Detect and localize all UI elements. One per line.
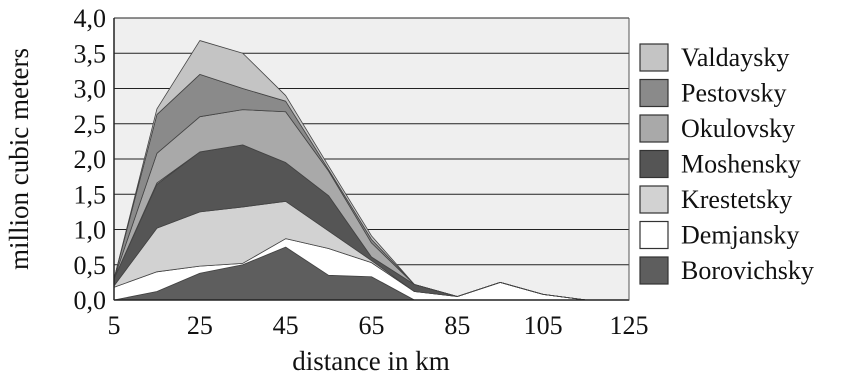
x-tick-label: 85 bbox=[444, 311, 470, 340]
x-tick-label: 125 bbox=[610, 311, 649, 340]
legend-label-pestovsky: Pestovsky bbox=[681, 79, 786, 108]
legend-label-borovichsky: Borovichsky bbox=[681, 256, 814, 285]
x-tick-label: 25 bbox=[187, 311, 213, 340]
x-tick-label: 5 bbox=[108, 311, 121, 340]
legend-swatch-okulovsky bbox=[639, 114, 669, 143]
y-tick-label: 1,5 bbox=[74, 180, 107, 209]
legend: Valdaysky Pestovsky Okulovsky Moshensky Kres… bbox=[639, 43, 814, 285]
legend-swatch-moshensky bbox=[639, 149, 669, 179]
legend-label-demjansky: Demjansky bbox=[681, 221, 799, 250]
y-tick-label: 1,0 bbox=[74, 216, 107, 245]
y-tick-label: 2,5 bbox=[74, 110, 107, 139]
legend-label-krestetsky: Krestetsky bbox=[681, 185, 792, 214]
x-axis-title: distance in km bbox=[292, 346, 449, 376]
y-tick-label: 4,0 bbox=[74, 4, 107, 33]
axes bbox=[113, 18, 630, 301]
legend-label-moshensky: Moshensky bbox=[681, 150, 801, 179]
legend-swatch-pestovsky bbox=[639, 78, 669, 108]
y-tick-label: 3,5 bbox=[74, 39, 107, 68]
legend-swatch-krestetsky bbox=[639, 185, 669, 214]
y-axis-title: million cubic meters bbox=[4, 48, 34, 270]
y-tick-label: 2,0 bbox=[74, 145, 107, 174]
y-tick-label: 3,0 bbox=[74, 75, 107, 104]
x-tick-label: 45 bbox=[273, 311, 299, 340]
legend-swatch-valdaysky bbox=[639, 43, 669, 72]
legend-label-valdaysky: Valdaysky bbox=[681, 43, 789, 72]
x-tick-labels: 5 25 45 65 85 105 125 bbox=[108, 311, 649, 340]
y-tick-label: 0,0 bbox=[74, 286, 107, 315]
legend-label-okulovsky: Okulovsky bbox=[681, 114, 795, 143]
x-tick-label: 65 bbox=[359, 311, 385, 340]
x-tick-label: 105 bbox=[524, 311, 563, 340]
legend-swatch-demjansky bbox=[639, 220, 669, 250]
legend-swatch-borovichsky bbox=[639, 256, 669, 285]
y-tick-labels: 0,0 0,5 1,0 1,5 2,0 2,5 3,0 3,5 4,0 bbox=[74, 4, 107, 315]
y-tick-label: 0,5 bbox=[74, 251, 107, 280]
